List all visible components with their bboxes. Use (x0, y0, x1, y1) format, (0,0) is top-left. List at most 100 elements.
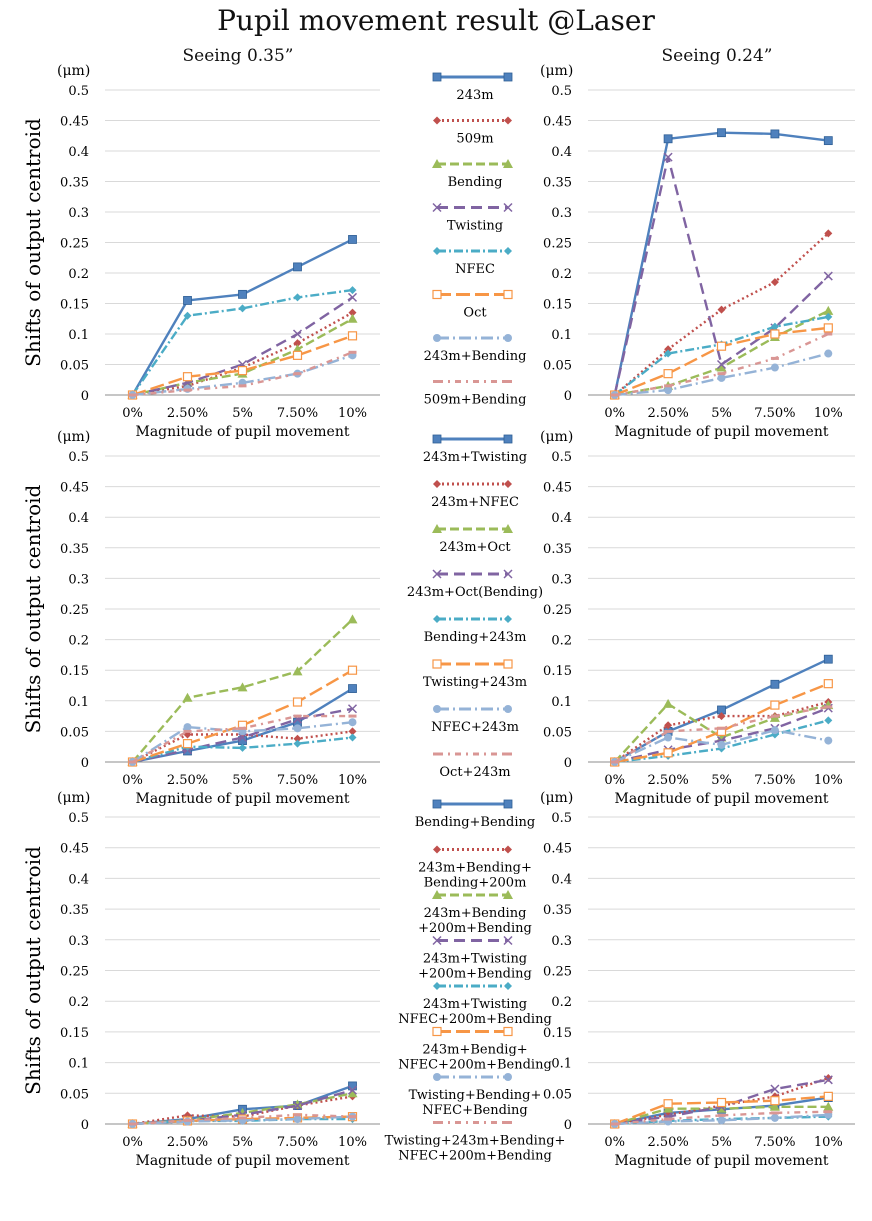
legend-label: Oct+243m (439, 765, 510, 780)
series-1 (128, 235, 357, 400)
y-tick-label: 0 (564, 1118, 572, 1133)
legend-item: Oct (432, 289, 513, 321)
page-title: Pupil movement result @Laser (217, 4, 655, 37)
chart-2: 0 0.05 0.1 0.15 0.2 0.25 0.3 0.35 0.4 0.45 0.5 0% 2.… (540, 63, 855, 440)
data-point (292, 350, 303, 360)
data-point (823, 1101, 834, 1111)
data-point (823, 1075, 833, 1085)
legend-marker (432, 434, 442, 444)
y-tick-label: 0 (564, 756, 572, 771)
y-axis-label: Shifts of output centroid (21, 846, 45, 1095)
legend-marker (433, 247, 441, 255)
series-line (131, 714, 353, 764)
data-point (770, 363, 779, 372)
y-tick-label: 0.35 (543, 176, 572, 191)
series-line (132, 334, 353, 397)
legend-item: Twisting (432, 202, 513, 234)
legend-marker (433, 480, 441, 488)
data-point (664, 384, 673, 388)
data-point (348, 235, 357, 244)
x-axis-label: Magnitude of pupil movement (136, 424, 350, 440)
x-tick-label: 0% (604, 773, 625, 788)
data-point (770, 700, 780, 710)
legend-marker (503, 202, 513, 213)
y-axis-label: Shifts of output centroid (21, 484, 45, 733)
x-tick-label: 7.50% (754, 773, 795, 788)
legend-item: Twisting+Bending+NFEC+Bending (409, 1073, 541, 1118)
y-tick-label: 0 (81, 756, 89, 771)
legend-label: Bending+243m (424, 630, 527, 645)
y-tick-label: 0.25 (60, 965, 89, 980)
y-tick-label: 0.3 (551, 572, 572, 587)
y-tick-label: 0.05 (60, 725, 89, 740)
data-point (348, 733, 357, 742)
data-point (770, 679, 780, 689)
data-point (664, 386, 673, 395)
data-point (347, 1085, 358, 1095)
y-tick-label: 0.05 (60, 359, 89, 374)
data-point (292, 1101, 303, 1111)
data-point (824, 312, 833, 321)
legend-item: 243m+Bendig+NFEC+200m+Bending (398, 1026, 552, 1073)
data-point (769, 1101, 780, 1111)
data-point (663, 369, 673, 379)
data-point (348, 308, 357, 317)
legend-marker (503, 659, 513, 669)
y-tick-label: 0.25 (543, 965, 572, 980)
data-point (237, 366, 248, 376)
legend-item: Bending+Bending (415, 799, 535, 830)
y-tick-label: 0.5 (551, 811, 572, 826)
legend-marker (433, 1121, 441, 1124)
data-point (610, 1122, 619, 1126)
data-point (664, 733, 673, 742)
data-point (664, 345, 673, 354)
x-tick-label: 2.50% (167, 406, 208, 421)
y-tick-label: 0.4 (551, 511, 572, 526)
data-point (823, 136, 833, 146)
legend-marker (432, 659, 442, 669)
data-point (348, 727, 357, 736)
y-tick-label: 0.3 (68, 934, 89, 949)
unit-label: (μm) (57, 790, 90, 806)
x-tick-label: 10% (338, 773, 367, 788)
x-tick-label: 10% (814, 773, 843, 788)
data-point (182, 739, 193, 749)
x-axis-label: Magnitude of pupil movement (136, 791, 350, 807)
data-point (823, 271, 833, 281)
legend-marker (432, 1026, 442, 1037)
data-point (770, 129, 780, 139)
x-tick-label: 0% (604, 1135, 625, 1150)
legend-label: Oct (463, 306, 487, 321)
data-point (293, 1113, 302, 1117)
legend-item: 243m+NFEC (431, 480, 519, 510)
y-tick-label: 0.45 (543, 115, 572, 130)
legend-marker (433, 116, 441, 125)
data-point (238, 304, 247, 313)
x-tick-label: 5% (232, 406, 253, 421)
legend-marker (504, 1121, 512, 1124)
data-point (824, 229, 833, 238)
legend-label: Bending (448, 175, 503, 190)
data-point (292, 697, 303, 707)
legend-item: Bending (432, 159, 513, 190)
x-tick-label: 2.50% (647, 406, 688, 421)
legend-marker (503, 289, 513, 300)
legend-marker (432, 890, 442, 899)
data-point (293, 739, 302, 748)
x-tick-label: 5% (232, 773, 253, 788)
legend-marker (503, 935, 513, 946)
data-point (182, 372, 193, 382)
x-tick-label: 7.50% (277, 1135, 318, 1150)
legend-label: +200m+Bending (418, 967, 532, 982)
data-point (717, 1113, 726, 1117)
x-tick-label: 10% (338, 1135, 367, 1150)
data-point (717, 128, 726, 138)
legend-label: 243m+NFEC (431, 495, 519, 510)
legend-3: Bending+Bending 243m+Bending+Bending+200m… (385, 799, 565, 1164)
series-8 (128, 1113, 357, 1126)
x-tick-label: 2.50% (647, 1135, 688, 1150)
y-tick-label: 0 (81, 1118, 89, 1133)
legend-label: 243m+Bending+ (418, 861, 532, 876)
series-line (614, 352, 829, 397)
data-point (347, 292, 358, 302)
